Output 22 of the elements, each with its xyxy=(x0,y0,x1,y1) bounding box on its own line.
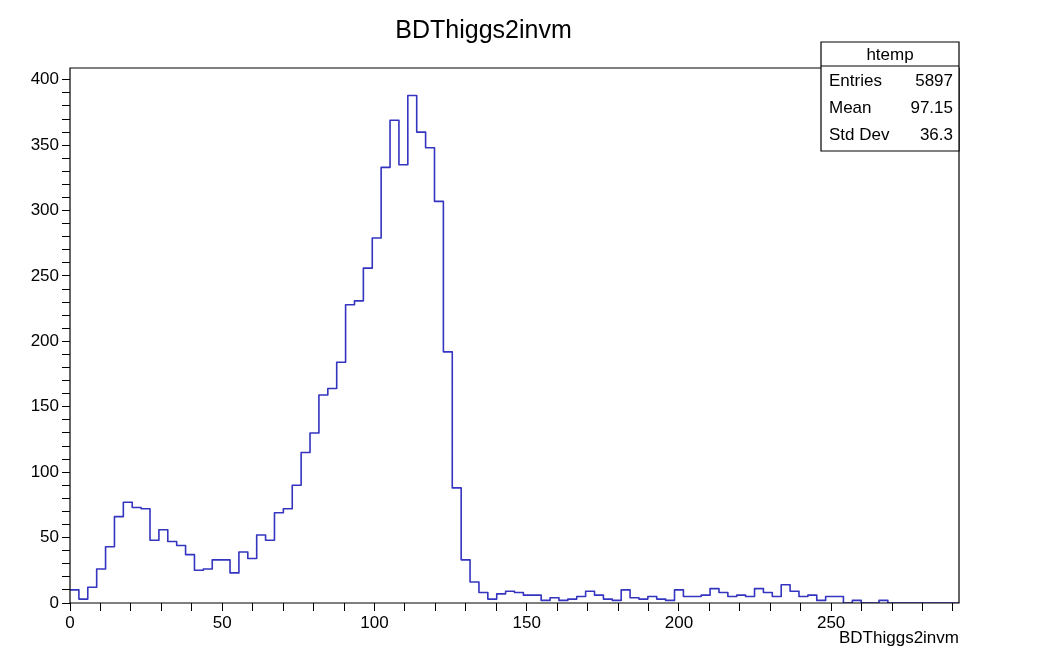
annotation: 36.3 xyxy=(919,125,953,145)
y-tick-label: 350 xyxy=(30,134,59,154)
text: htemp xyxy=(866,44,914,64)
annotation: Std Dev xyxy=(829,125,890,145)
y-tick-label: 300 xyxy=(30,200,59,220)
y-tick-label: 250 xyxy=(30,265,59,285)
y-tick-label: 100 xyxy=(30,461,59,481)
chart-title: BDThiggs2invm xyxy=(395,14,572,43)
annotation: 5897 xyxy=(915,71,953,91)
annotation: Entries xyxy=(829,71,882,91)
y-tick-label: 150 xyxy=(30,396,59,416)
annotation: Mean xyxy=(829,98,872,118)
x-tick-label: 200 xyxy=(664,612,694,632)
x-tick-label: 100 xyxy=(360,612,389,632)
annotation: 97.15 xyxy=(910,98,953,118)
y-tick-label: 400 xyxy=(30,69,59,89)
x-tick-label: 150 xyxy=(512,612,541,632)
y-tick-label: 50 xyxy=(40,527,59,547)
x-tick-label: 50 xyxy=(212,612,232,632)
y-tick-label: 0 xyxy=(49,592,59,612)
x-tick-label: 0 xyxy=(65,612,75,632)
y-tick-label: 200 xyxy=(30,331,59,351)
